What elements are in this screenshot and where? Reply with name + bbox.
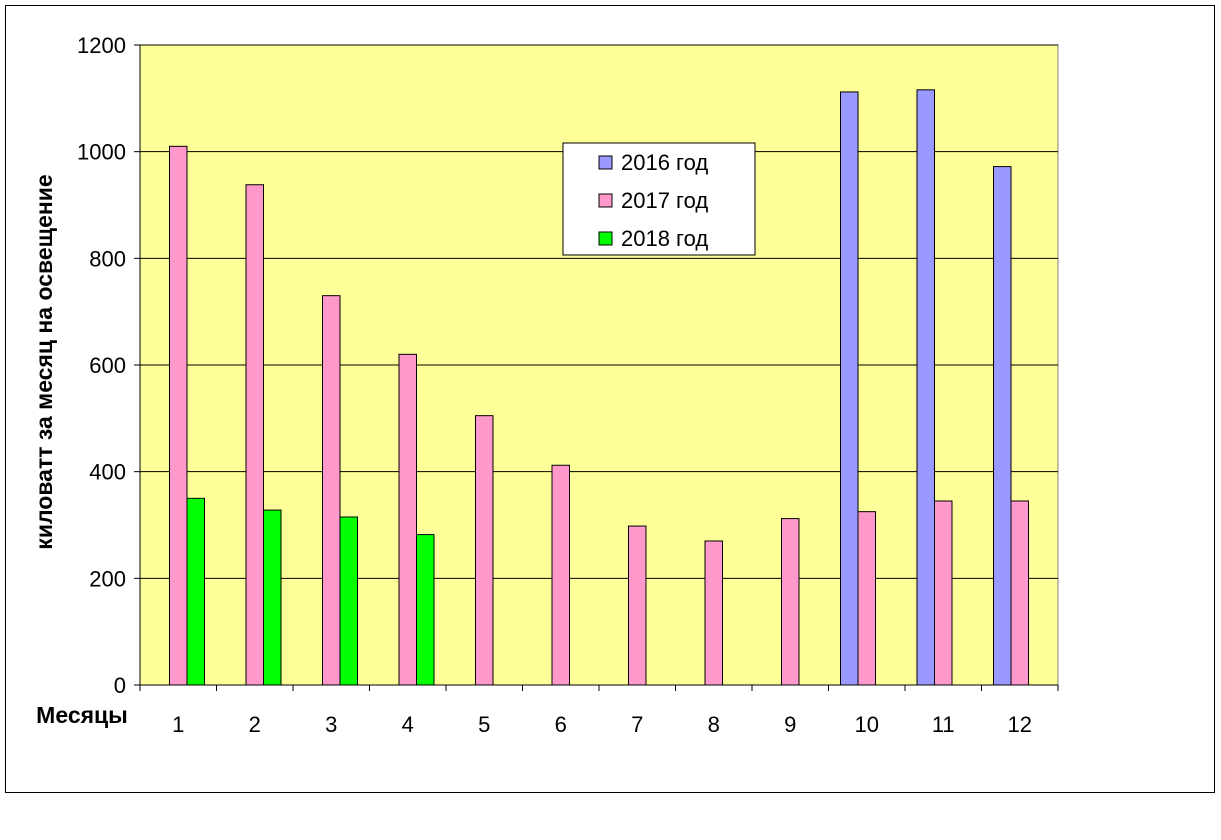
bar: [322, 295, 341, 686]
bar: [628, 525, 647, 686]
bar: [245, 184, 264, 686]
x-tick-label: 11: [932, 712, 955, 737]
x-tick-label: 10: [855, 712, 879, 737]
legend-label: 2017 год: [621, 188, 708, 213]
y-tick-label: 1200: [77, 33, 126, 58]
x-tick-label: 7: [631, 712, 643, 737]
legend-swatch: [598, 193, 613, 208]
bar: [916, 89, 935, 686]
x-tick-label: 6: [555, 712, 567, 737]
bar: [704, 540, 723, 686]
x-tick-label: 2: [249, 712, 261, 737]
y-tick-label: 400: [89, 460, 126, 485]
bar: [1010, 500, 1029, 686]
x-tick-label: 1: [172, 712, 184, 737]
x-tick-label: 3: [325, 712, 337, 737]
bar: [857, 511, 876, 686]
x-tick-label: 8: [708, 712, 720, 737]
x-tick-label: 9: [784, 712, 796, 737]
bar: [840, 91, 859, 686]
y-tick-label: 600: [89, 353, 126, 378]
y-axis-title: киловатт за месяц на освещение: [31, 174, 57, 549]
legend-swatch: [598, 231, 613, 246]
bar: [169, 145, 188, 686]
bar: [186, 497, 205, 686]
y-tick-label: 1000: [77, 140, 126, 165]
bar: [416, 534, 435, 686]
y-tick-label: 0: [114, 673, 126, 698]
y-tick-label: 200: [89, 566, 126, 591]
x-axis-title: Месяцы: [36, 702, 128, 728]
x-tick-label: 12: [1008, 712, 1032, 737]
y-tick-label: 800: [89, 246, 126, 271]
bar: [263, 509, 282, 686]
legend-swatch: [598, 155, 613, 170]
legend-box: [562, 142, 756, 256]
legend-label: 2016 год: [621, 150, 708, 175]
bar: [475, 415, 494, 686]
bar: [993, 166, 1012, 686]
x-tick-label: 4: [402, 712, 414, 737]
bar: [551, 464, 570, 686]
legend-label: 2018 год: [621, 226, 708, 251]
bar: [398, 353, 417, 686]
x-tick-label: 5: [478, 712, 490, 737]
bar: [339, 516, 358, 686]
bar: [934, 500, 953, 686]
bar: [781, 518, 800, 686]
